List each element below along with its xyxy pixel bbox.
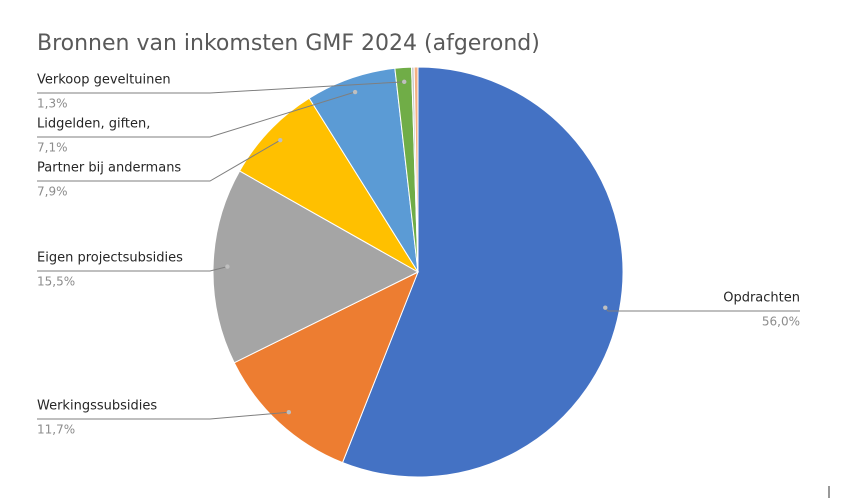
chart-title: Bronnen van inkomsten GMF 2024 (afgerond…	[37, 31, 540, 56]
pie-slice	[233, 270, 419, 464]
leader-dot	[402, 79, 407, 85]
leader-line	[604, 307, 800, 312]
pie-slice	[238, 97, 419, 273]
slice-label: Werkingssubsidies	[37, 399, 157, 414]
slice-label: Verkoop geveltuinen	[37, 73, 171, 88]
slice-label: Opdrachten	[723, 291, 800, 306]
pie-slice	[413, 66, 419, 273]
leader-line	[37, 81, 405, 94]
slice-value: 7,1%	[37, 141, 68, 155]
slice-value: 1,3%	[37, 97, 68, 111]
slice-value: 56,0%	[762, 315, 800, 329]
leader-line	[37, 91, 356, 138]
leader-dot	[286, 410, 292, 415]
leader-dot	[225, 264, 230, 269]
pie-slice	[212, 170, 420, 364]
slice-label: Lidgelden, giften,	[37, 117, 150, 132]
leader-line	[37, 411, 289, 420]
slice-label: Partner bij andermans	[37, 161, 181, 176]
slice-value: 7,9%	[37, 185, 68, 199]
slice-value: 15,5%	[37, 275, 75, 289]
leader-line	[37, 139, 281, 182]
leader-dot	[603, 305, 608, 310]
slice-label: Eigen projectsubsidies	[37, 251, 183, 266]
slice-value: 11,7%	[37, 423, 75, 437]
leader-dot	[278, 137, 283, 143]
pie-slice	[341, 66, 624, 478]
leader-dot	[352, 89, 358, 95]
leader-line	[37, 266, 228, 272]
